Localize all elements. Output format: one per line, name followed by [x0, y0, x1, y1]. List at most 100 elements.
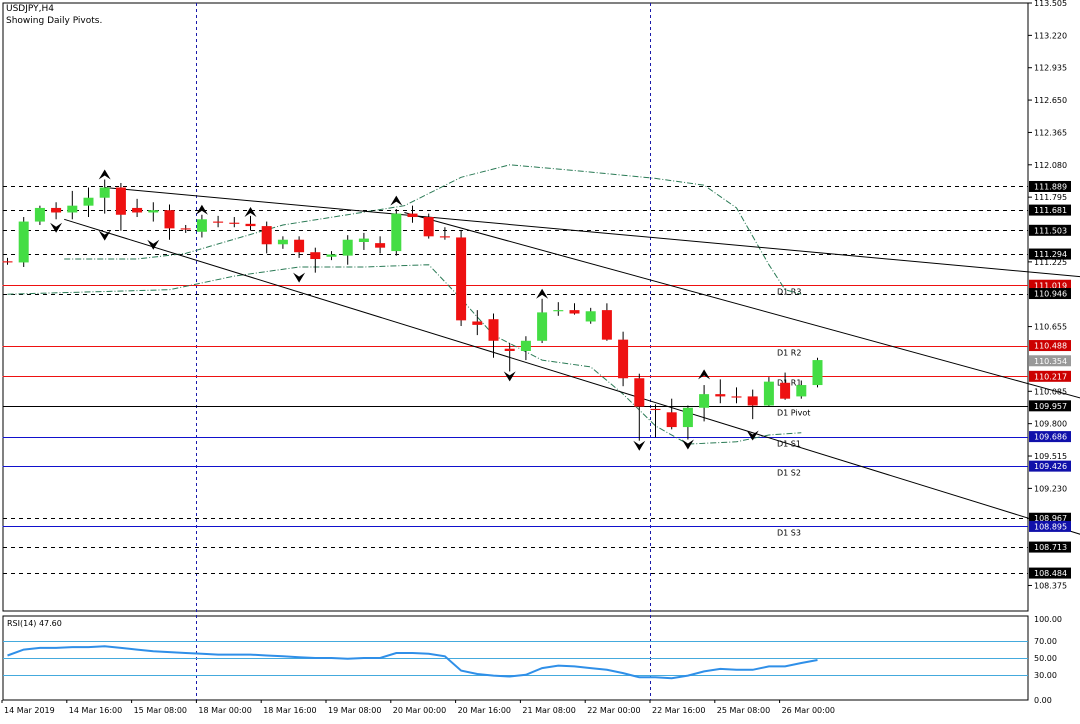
fractal-up-arrow-1 [98, 169, 111, 180]
candle-14 [213, 215, 224, 228]
candle-body [715, 394, 726, 397]
time-axis-label: 25 Mar 08:00 [717, 706, 770, 715]
d1-s2-label: D1 S2 [777, 469, 801, 478]
candle-15 [229, 217, 240, 228]
candle-body [439, 236, 450, 238]
candle-18 [277, 236, 288, 249]
price-tag-label: 109.957 [1034, 402, 1067, 411]
candle-body [277, 239, 288, 245]
price-tag-box [1029, 224, 1071, 236]
candle-body [456, 237, 467, 321]
candle-9 [132, 198, 143, 218]
candle-body [618, 339, 629, 379]
fractal-up-arrow-2 [195, 204, 208, 215]
candle-body [553, 310, 564, 312]
candle-body [18, 221, 29, 263]
candle-body [375, 243, 386, 248]
price-tag-label: 110.946 [1034, 290, 1067, 299]
candle-body [488, 319, 499, 341]
candle-41 [650, 404, 661, 438]
time-axis-label: 21 Mar 08:00 [522, 706, 575, 715]
time-axis-label: 14 Mar 16:00 [69, 706, 122, 715]
price-tag-label: 111.681 [1034, 206, 1067, 215]
candle-20 [310, 247, 321, 273]
time-axis-label: 14 Mar 2019 [4, 706, 55, 715]
candle-body [213, 221, 224, 223]
candle-32 [504, 343, 515, 372]
price-tag-label: 108.895 [1034, 522, 1067, 531]
candle-body [780, 382, 791, 399]
price-tag-box [1029, 520, 1071, 532]
candle-36 [569, 303, 580, 315]
trend-line-3 [404, 211, 1080, 399]
candle-31 [488, 313, 499, 358]
candle-body [682, 407, 693, 428]
rsi-label: RSI(14) 47.60 [7, 619, 62, 628]
candle-body [634, 378, 645, 407]
candle-49 [780, 372, 791, 400]
price-tag-box [1029, 248, 1071, 260]
candle-6 [83, 187, 94, 218]
price-tag-label: 109.426 [1034, 462, 1067, 471]
price-tag-label: 111.019 [1034, 281, 1067, 290]
time-axis-label: 20 Mar 00:00 [393, 706, 446, 715]
candle-11 [164, 204, 175, 240]
candle-body [115, 187, 126, 215]
price-axis-label: 109.800 [1034, 420, 1067, 429]
candle-22 [342, 235, 353, 265]
price-tag-box [1029, 460, 1071, 472]
candle-body [796, 385, 807, 397]
price-tag-label: 111.889 [1034, 182, 1067, 191]
candle-38 [601, 303, 612, 341]
time-axis-label: 26 Mar 00:00 [782, 706, 835, 715]
fractal-up-arrow-6 [698, 369, 711, 380]
fractal-down-arrow-7 [681, 439, 694, 450]
candle-body [342, 239, 353, 256]
candle-47 [747, 389, 758, 420]
price-tag-box [1029, 340, 1071, 352]
candle-body [196, 219, 207, 232]
rsi-axis-label: 50.00 [1034, 654, 1057, 663]
candle-body [229, 222, 240, 224]
candle-body [99, 187, 110, 198]
price-tag-label: 108.967 [1034, 514, 1067, 523]
price-tag-box [1029, 288, 1071, 300]
time-axis-label: 15 Mar 08:00 [134, 706, 187, 715]
candle-24 [375, 236, 386, 254]
candle-body [731, 396, 742, 398]
candle-body [812, 360, 823, 386]
fractal-down-arrow-5 [503, 371, 516, 382]
candle-25 [391, 209, 402, 256]
candle-8 [115, 182, 126, 231]
candle-51 [812, 357, 823, 388]
time-axis-label: 19 Mar 08:00 [328, 706, 381, 715]
candle-body [51, 207, 62, 213]
price-tag-box [1029, 400, 1071, 412]
candle-body [585, 311, 596, 322]
candle-body [504, 348, 515, 351]
candle-body [132, 207, 143, 213]
candle-body [537, 312, 548, 341]
fractal-down-arrow-4 [293, 272, 306, 283]
candle-body [310, 252, 321, 260]
candle-3 [34, 205, 45, 225]
candle-40 [634, 373, 645, 441]
candle-46 [731, 387, 742, 404]
pivots-indicator-label: Showing Daily Pivots. [6, 16, 103, 26]
candle-39 [618, 331, 629, 387]
candle-body [180, 228, 191, 230]
candle-body [34, 207, 45, 222]
candle-body [569, 310, 580, 314]
symbol-timeframe-label: USDJPY,H4 [6, 4, 54, 14]
candle-33 [520, 336, 531, 361]
candle-body [520, 340, 531, 351]
candle-body [407, 213, 418, 218]
price-axis-label: 111.225 [1034, 258, 1067, 267]
candle-48 [763, 377, 774, 407]
price-tag-box [1029, 355, 1071, 367]
fractal-down-arrow-8 [746, 430, 759, 441]
price-axis-label: 109.230 [1034, 484, 1067, 493]
price-axis-label: 108.375 [1034, 581, 1067, 590]
candle-body [747, 396, 758, 406]
